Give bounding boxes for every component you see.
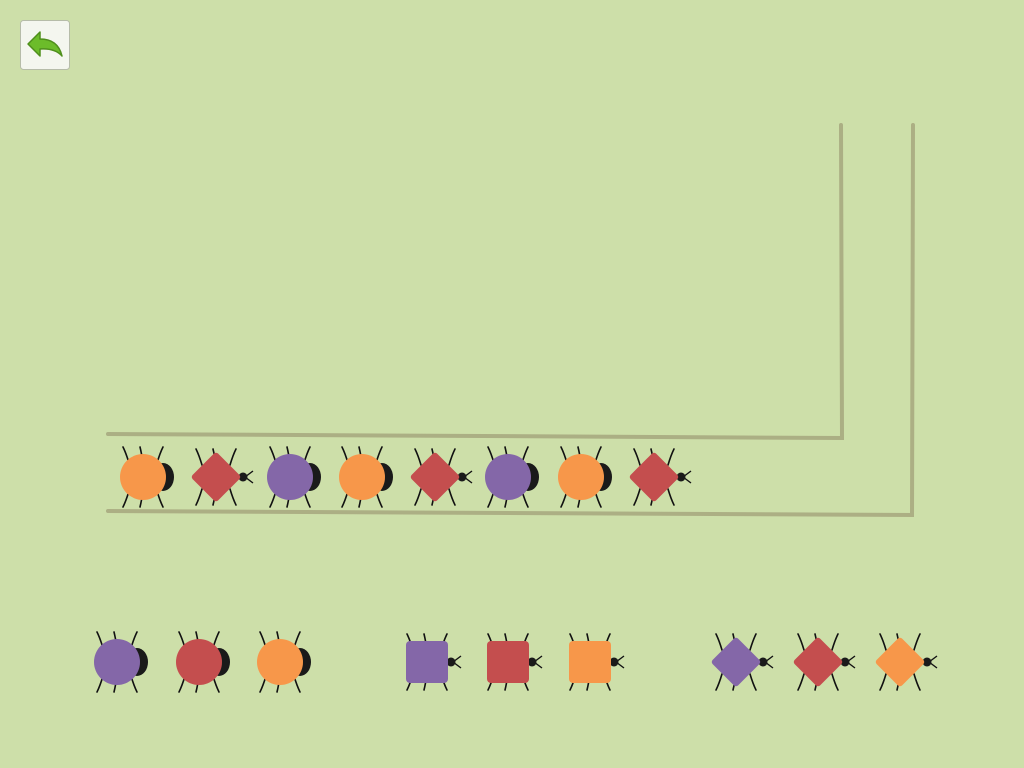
square-bug[interactable]	[487, 633, 543, 691]
leg	[633, 448, 641, 466]
circle-bug	[120, 446, 174, 508]
body[interactable]	[875, 637, 926, 688]
leg[interactable]	[879, 633, 887, 651]
body	[339, 454, 385, 500]
head	[676, 472, 686, 482]
back-arrow[interactable]	[27, 31, 63, 57]
track	[106, 123, 915, 518]
body	[485, 454, 531, 500]
square-bug[interactable]	[406, 633, 462, 691]
body[interactable]	[487, 641, 529, 683]
body[interactable]	[406, 641, 448, 683]
circle-bug[interactable]	[257, 631, 311, 693]
leg	[414, 488, 422, 506]
head[interactable]	[609, 657, 619, 667]
leg[interactable]	[831, 633, 839, 651]
body[interactable]	[569, 641, 611, 683]
diamond-bug[interactable]	[793, 633, 856, 691]
leg[interactable]	[797, 633, 805, 651]
leg	[229, 488, 237, 506]
body[interactable]	[176, 639, 222, 685]
body	[410, 452, 460, 502]
head	[457, 472, 467, 482]
head[interactable]	[446, 657, 456, 667]
leg[interactable]	[797, 673, 805, 691]
body[interactable]	[257, 639, 303, 685]
leg[interactable]	[831, 673, 839, 691]
leg[interactable]	[715, 673, 723, 691]
body[interactable]	[711, 637, 762, 688]
leg	[414, 448, 422, 466]
leg[interactable]	[913, 673, 921, 691]
body[interactable]	[793, 637, 844, 688]
leg	[448, 448, 456, 466]
leg	[195, 448, 203, 466]
back-button[interactable]	[20, 20, 70, 70]
circle-bug	[485, 446, 539, 508]
leg[interactable]	[879, 673, 887, 691]
head[interactable]	[922, 657, 932, 667]
body	[191, 452, 241, 502]
leg	[633, 488, 641, 506]
track-outer-wall	[106, 123, 915, 518]
head[interactable]	[527, 657, 537, 667]
circle-bug	[339, 446, 393, 508]
leg	[448, 488, 456, 506]
diamond-bug	[410, 448, 473, 506]
circle-bug	[267, 446, 321, 508]
head[interactable]	[758, 657, 768, 667]
leg[interactable]	[749, 673, 757, 691]
leg[interactable]	[749, 633, 757, 651]
diamond-bug[interactable]	[711, 633, 774, 691]
bugs	[94, 446, 938, 693]
circle-bug[interactable]	[94, 631, 148, 693]
leg	[229, 448, 237, 466]
leg	[667, 448, 675, 466]
diamond-bug	[191, 448, 254, 506]
diamond-bug	[629, 448, 692, 506]
head	[238, 472, 248, 482]
leg[interactable]	[913, 633, 921, 651]
body	[558, 454, 604, 500]
body[interactable]	[94, 639, 140, 685]
body	[267, 454, 313, 500]
circle-bug[interactable]	[176, 631, 230, 693]
body	[629, 452, 679, 502]
diamond-bug[interactable]	[875, 633, 938, 691]
legs[interactable]	[797, 633, 839, 691]
square-bug[interactable]	[569, 633, 625, 691]
head[interactable]	[840, 657, 850, 667]
leg[interactable]	[715, 633, 723, 651]
leg	[667, 488, 675, 506]
body	[120, 454, 166, 500]
circle-bug	[558, 446, 612, 508]
track-inner-wall	[106, 123, 845, 441]
leg	[195, 488, 203, 506]
